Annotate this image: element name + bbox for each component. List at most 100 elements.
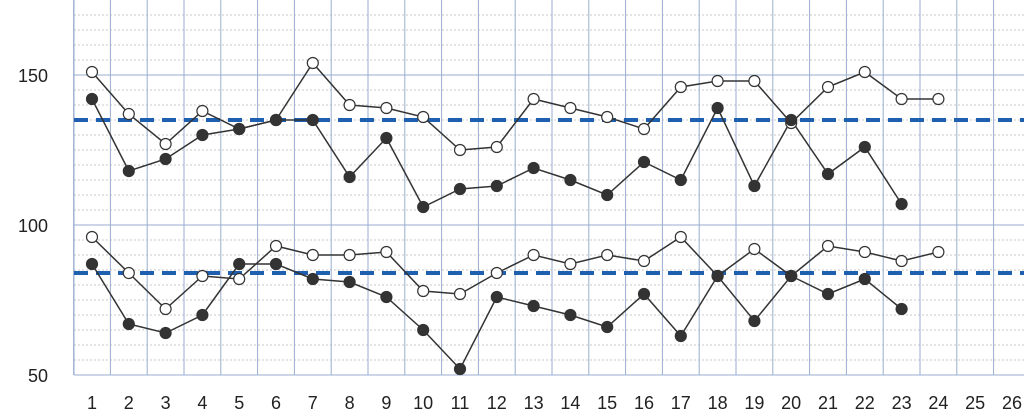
x-tick-label: 20 [781,393,801,413]
series-3-line [91,236,939,311]
series-2-point [785,113,798,127]
series-2-point [343,170,356,184]
series-1-point [711,74,724,88]
series-2-point [601,188,614,202]
series-2-point [895,197,908,211]
major-gridlines [73,0,1024,376]
series-1-point [748,74,761,88]
series-4-point [122,317,135,331]
series-4-point [564,308,577,322]
series-3-point [601,248,614,262]
x-axis-ticks: 1 2 3 4 5 6 7 8 9 10 11 12 13 14 15 16 17 18 19 20 21 22 23 24 2… [87,393,1022,413]
x-tick-label: 19 [744,393,764,413]
series-3-point [932,245,945,259]
series-2-point [821,167,835,181]
series-4-point [490,290,503,304]
series-2-point [453,182,467,196]
series-1-point [306,56,319,70]
x-tick-label: 17 [671,393,691,413]
x-tick-label: 1 [87,393,97,413]
x-tick-label: 5 [234,393,244,413]
series-2-point [380,131,393,145]
series-4-point [306,272,319,286]
series-2-point [196,128,209,142]
series-3-point [453,287,467,301]
x-tick-label: 21 [818,393,838,413]
x-tick-label: 18 [708,393,728,413]
series-1-point [821,80,835,94]
x-tick-label: 10 [413,393,433,413]
series-4-point [711,269,724,283]
x-tick-label: 11 [451,393,470,413]
series-1-point [343,98,356,112]
x-tick-label: 12 [487,393,507,413]
series-1-point [196,104,209,118]
series-3-point [527,248,540,262]
series-3-point [895,254,908,268]
series-4-point [417,323,430,337]
x-tick-label: 7 [308,393,318,413]
series-2-point [233,122,246,136]
x-tick-label: 25 [965,393,985,413]
series-4-point [821,287,835,301]
series-2-point [858,140,871,154]
y-axis-ticks: 50 100 150 [18,66,48,386]
series-3-point [233,272,246,286]
x-tick-label: 3 [161,393,171,413]
series-1-point [527,92,540,106]
series-1-point [564,101,577,115]
series-2-point [490,179,503,193]
x-tick-label: 9 [381,393,391,413]
series-2-point [748,179,761,193]
series-1-point [417,110,430,124]
series-3-point [122,266,135,280]
series-3-point [196,269,209,283]
series-3-point [417,284,430,298]
series-1-point [674,80,687,94]
series-2-point [674,173,687,187]
y-tick-label: 150 [18,66,48,86]
series-2-point [711,101,724,115]
series-3-point [748,242,761,256]
series-1-line [91,61,939,151]
series-4-point [674,329,687,343]
series-1-point [122,107,135,121]
x-tick-label: 15 [597,393,617,413]
series-1-point [453,143,467,157]
series-4-point [858,272,871,286]
x-tick-label: 16 [634,393,654,413]
series-4-point [785,269,798,283]
x-tick-label: 2 [124,393,134,413]
series-2-point [417,200,430,214]
minor-gridlines [74,14,1024,361]
series-1-point [637,122,651,136]
series-1-point [380,101,393,115]
x-tick-label: 6 [271,393,281,413]
x-tick-label: 4 [197,393,207,413]
x-tick-label: 26 [1002,393,1022,413]
series-2-point [159,152,172,166]
series-3-point [821,239,835,253]
y-tick-label: 100 [18,216,48,236]
series-4-point [159,326,172,340]
series-1-point [895,92,908,106]
reference-lines [74,118,1024,275]
series-3-point [380,245,393,259]
series-2-point [637,155,651,169]
series-4-point [453,362,467,376]
series-4-point [748,314,761,328]
series-4-line [91,263,903,371]
y-tick-label: 50 [28,366,48,386]
series-1-point [858,65,871,79]
series-4-point [343,275,356,289]
series-2-point [306,113,319,127]
x-tick-label: 8 [345,393,355,413]
series-4-point [637,287,651,301]
series-3-point [674,230,687,244]
series-points [85,56,945,376]
series-4-point [233,257,246,271]
series-4-point [380,290,393,304]
series-4-point [196,308,209,322]
series-3-point [343,248,356,262]
